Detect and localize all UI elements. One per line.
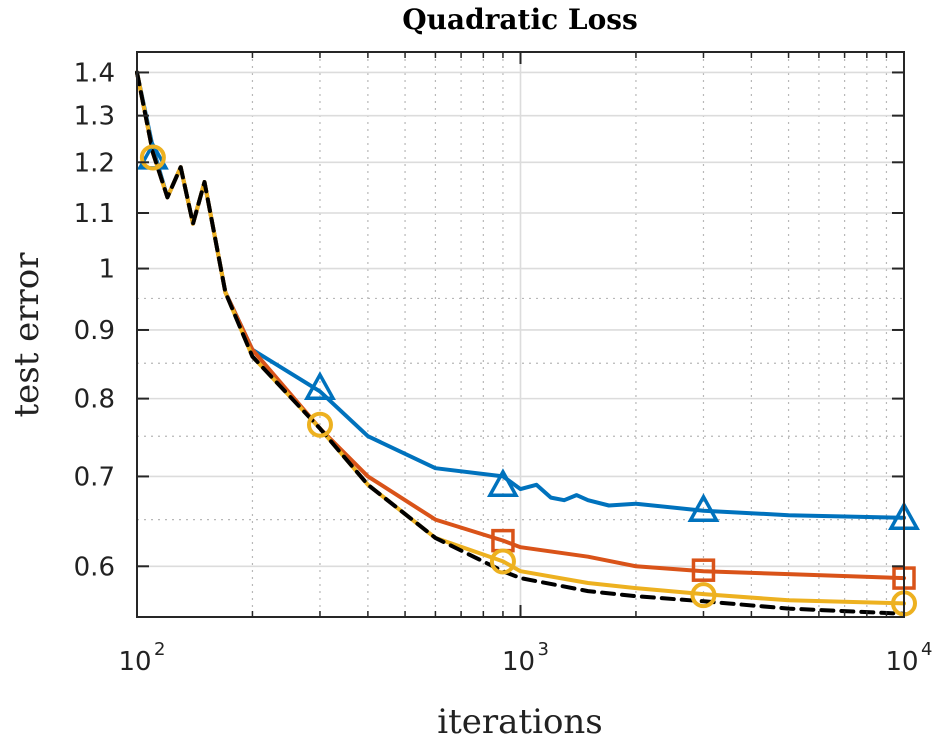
marker-square	[691, 558, 716, 582]
marker-circle	[306, 411, 333, 438]
y-tick-label: 0.7	[74, 462, 115, 492]
x-tick-exponent: 3	[538, 639, 549, 660]
marker-circle	[139, 144, 166, 171]
x-tick-label: 10	[118, 647, 151, 677]
y-tick-label: 1.3	[74, 102, 115, 132]
x-tick-label: 10	[502, 647, 535, 677]
x-tick-exponent: 2	[154, 639, 165, 660]
series-line-black-dashed	[135, 70, 906, 616]
marker-circle	[489, 548, 516, 575]
marker-triangle	[486, 468, 519, 497]
chart-title: Quadratic Loss	[402, 3, 638, 36]
y-tick-label: 1.2	[74, 148, 115, 178]
y-tick-label: 0.9	[74, 316, 115, 346]
marker-triangle	[304, 371, 336, 400]
y-tick-label: 1.1	[74, 199, 115, 229]
y-tick-label: 1	[98, 255, 115, 285]
y-tick-label: 0.8	[74, 385, 115, 415]
ticks: 10 2 10 3 10 40.60.70.80.911.11.21.31.4	[74, 52, 932, 677]
y-axis-label: test error	[7, 252, 47, 418]
series-layer	[135, 70, 920, 617]
x-tick-label: 10	[885, 647, 918, 677]
y-tick-label: 1.4	[74, 58, 115, 88]
y-tick-label: 0.6	[74, 552, 115, 582]
x-axis-label: iterations	[437, 702, 603, 742]
marker-triangle	[687, 493, 720, 523]
marker-circle	[690, 582, 717, 609]
x-tick-exponent: 4	[921, 639, 932, 660]
grid	[136, 52, 905, 618]
